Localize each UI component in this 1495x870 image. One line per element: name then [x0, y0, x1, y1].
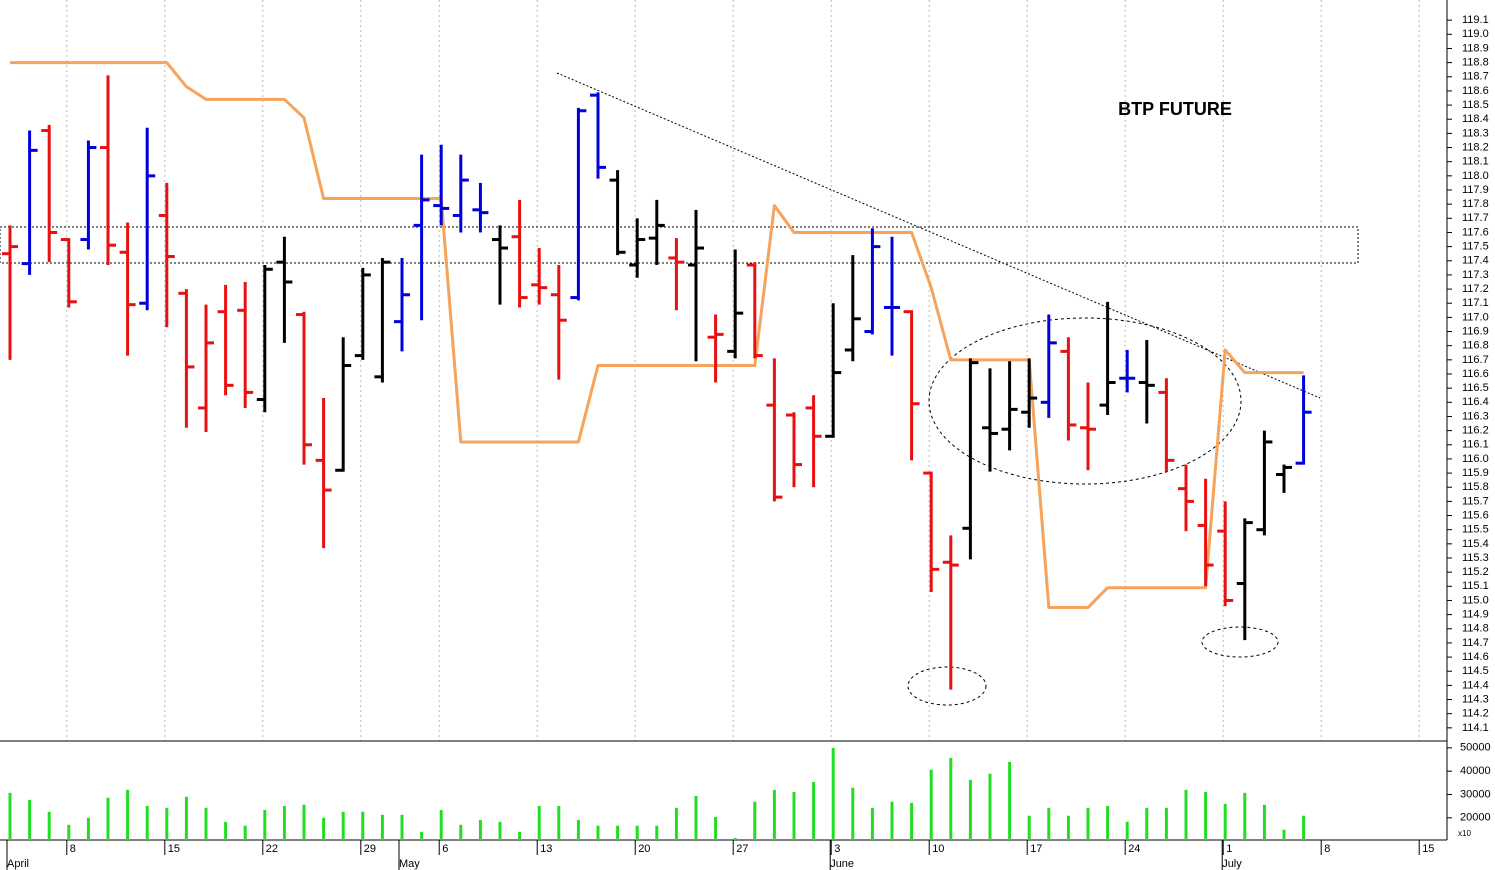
month-label: May: [399, 858, 420, 870]
y-tick-label: 118.8: [1462, 57, 1489, 69]
y-tick-label: 114.7: [1462, 637, 1489, 649]
y-tick-label: 117.4: [1462, 255, 1489, 267]
x-tick-label: 20: [638, 843, 650, 855]
x-tick-label: 29: [364, 843, 376, 855]
x-tick-label: 13: [540, 843, 552, 855]
y-tick-label: 116.4: [1462, 396, 1489, 408]
y-tick-label: 116.5: [1462, 382, 1489, 394]
y-tick-label: 117.5: [1462, 241, 1489, 253]
y-tick-label: 114.6: [1462, 651, 1489, 663]
y-tick-label: 116.0: [1462, 453, 1489, 465]
y-tick-label: 118.5: [1462, 99, 1489, 111]
overlay-line: [10, 61, 1304, 610]
y-tick-label: 116.1: [1462, 439, 1489, 451]
y-tick-label: 116.8: [1462, 340, 1489, 352]
y-tick-label: 114.2: [1462, 708, 1489, 720]
x-tick-label: 3: [834, 843, 840, 855]
y-tick-label: 117.1: [1462, 297, 1489, 309]
y2-tick-label: 30000: [1460, 788, 1491, 800]
y-tick-label: 119.0: [1462, 28, 1489, 40]
x-tick-label: 24: [1128, 843, 1140, 855]
y-tick-label: 117.9: [1462, 184, 1489, 196]
y-tick-label: 117.3: [1462, 269, 1489, 281]
y-tick-label: 117.7: [1462, 212, 1489, 224]
highlight-ellipse: [928, 317, 1242, 485]
y-tick-label: 117.0: [1462, 311, 1489, 323]
highlight-ellipse: [907, 666, 987, 706]
x-tick-label: 6: [442, 843, 448, 855]
y-tick-label: 116.7: [1462, 354, 1489, 366]
x-tick-label: 15: [168, 843, 180, 855]
y-tick-label: 114.5: [1462, 665, 1489, 677]
highlight-ellipse: [1201, 626, 1279, 658]
y-tick-label: 116.3: [1462, 410, 1489, 422]
y2-tick-label: 50000: [1460, 742, 1491, 754]
x-tick-label: 8: [1324, 843, 1330, 855]
y-tick-label: 116.2: [1462, 425, 1489, 437]
y-tick-label: 115.5: [1462, 524, 1489, 536]
y-tick-label: 118.7: [1462, 71, 1489, 83]
y-tick-label: 115.7: [1462, 495, 1489, 507]
month-label: July: [1222, 858, 1242, 870]
y-tick-label: 115.6: [1462, 509, 1489, 521]
x-tick-label: 17: [1030, 843, 1042, 855]
volume-unit: x10: [1458, 829, 1471, 838]
x-tick-label: 22: [266, 843, 278, 855]
y-tick-label: 114.3: [1462, 693, 1489, 705]
y-tick-label: 115.1: [1462, 580, 1489, 592]
y2-tick-label: 20000: [1460, 812, 1491, 824]
y-tick-label: 118.1: [1462, 156, 1489, 168]
y-tick-label: 117.2: [1462, 283, 1489, 295]
y-tick-label: 115.3: [1462, 552, 1489, 564]
y-tick-label: 115.8: [1462, 481, 1489, 493]
y-tick-label: 118.4: [1462, 113, 1489, 125]
y-tick-label: 115.4: [1462, 538, 1489, 550]
y-tick-label: 119.1: [1462, 14, 1489, 26]
y-tick-label: 118.9: [1462, 42, 1489, 54]
x-tick-label: 1: [1226, 843, 1232, 855]
month-label: April: [7, 858, 29, 870]
y-tick-label: 118.0: [1462, 170, 1489, 182]
chart-title: BTP FUTURE: [1118, 99, 1232, 119]
x-tick-label: 15: [1422, 843, 1434, 855]
y-tick-label: 114.9: [1462, 609, 1489, 621]
y-tick-label: 115.2: [1462, 566, 1489, 578]
x-tick-label: 8: [70, 843, 76, 855]
y-tick-label: 114.1: [1462, 722, 1489, 734]
y-tick-label: 118.3: [1462, 127, 1489, 139]
y-tick-label: 117.8: [1462, 198, 1489, 210]
y-tick-label: 116.9: [1462, 325, 1489, 337]
y2-tick-label: 40000: [1460, 765, 1491, 777]
y-tick-label: 118.2: [1462, 141, 1489, 153]
y-tick-label: 116.6: [1462, 368, 1489, 380]
y-tick-label: 115.9: [1462, 467, 1489, 479]
y-tick-label: 115.0: [1462, 594, 1489, 606]
y-tick-label: 114.4: [1462, 679, 1489, 691]
y-tick-label: 114.8: [1462, 623, 1489, 635]
y-tick-label: 117.6: [1462, 226, 1489, 238]
y-tick-label: 118.6: [1462, 85, 1489, 97]
month-label: June: [830, 858, 854, 870]
x-tick-label: 10: [932, 843, 944, 855]
x-tick-label: 27: [736, 843, 748, 855]
